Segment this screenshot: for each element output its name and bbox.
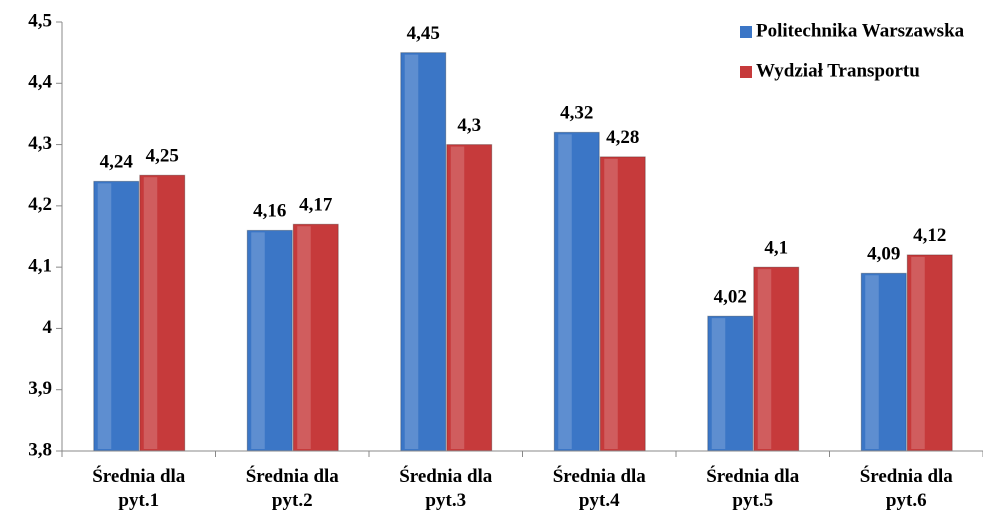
- bar-shine: [865, 275, 879, 449]
- x-tick-label: Średnia dla pyt.6: [859, 466, 953, 511]
- bar-shine: [911, 256, 925, 449]
- value-label: 4,32: [560, 103, 593, 124]
- x-tick-label: Średnia dla pyt.4: [552, 466, 646, 511]
- x-tick-label: Średnia dla pyt.1: [92, 466, 186, 511]
- legend-label: Politechnika Warszawska: [756, 20, 965, 41]
- value-label: 4,28: [606, 127, 639, 148]
- value-label: 4,02: [714, 287, 747, 308]
- bar: [446, 144, 493, 452]
- bar-shine: [404, 54, 419, 450]
- value-label: 4,24: [100, 152, 134, 173]
- legend-swatch: [740, 26, 752, 38]
- value-label: 4,3: [457, 115, 481, 136]
- bar-shine: [297, 226, 311, 449]
- bar: [599, 156, 646, 452]
- bar-shine: [97, 183, 112, 450]
- bar-shine: [143, 177, 158, 449]
- y-tick-label: 4,5: [28, 10, 52, 31]
- legend-swatch: [740, 66, 752, 78]
- y-tick-label: 4,3: [28, 133, 52, 154]
- bar: [753, 266, 800, 452]
- bar: [246, 229, 293, 452]
- bar-shine: [558, 134, 572, 450]
- y-tick-label: 3,9: [28, 378, 52, 399]
- value-label: 4,17: [299, 195, 333, 216]
- x-tick-label: Średnia dla pyt.5: [706, 466, 800, 511]
- x-tick-label: Średnia dla pyt.2: [245, 466, 339, 511]
- y-tick-label: 3,8: [28, 439, 52, 460]
- bar: [93, 180, 140, 452]
- value-label: 4,09: [867, 244, 900, 265]
- value-label: 4,12: [913, 225, 946, 246]
- x-tick-label: Średnia dla pyt.3: [399, 466, 493, 511]
- bar-shine: [450, 146, 465, 450]
- y-tick-label: 4: [43, 317, 53, 338]
- bar-shine: [711, 318, 726, 449]
- value-label: 4,25: [146, 146, 179, 167]
- y-tick-label: 4,1: [28, 256, 52, 277]
- legend-label: Wydział Transportu: [756, 60, 920, 81]
- bar: [906, 254, 953, 452]
- bar: [400, 52, 447, 452]
- bar-shine: [757, 269, 772, 449]
- value-label: 4,16: [253, 201, 286, 222]
- bar: [139, 174, 186, 452]
- bar: [860, 272, 907, 452]
- value-label: 4,1: [764, 238, 788, 259]
- bar-shine: [604, 158, 618, 450]
- bar: [292, 223, 339, 452]
- bar: [553, 131, 600, 452]
- y-tick-label: 4,4: [28, 72, 52, 93]
- bar-shine: [251, 232, 265, 449]
- value-label: 4,45: [407, 23, 440, 44]
- y-tick-label: 4,2: [28, 194, 52, 215]
